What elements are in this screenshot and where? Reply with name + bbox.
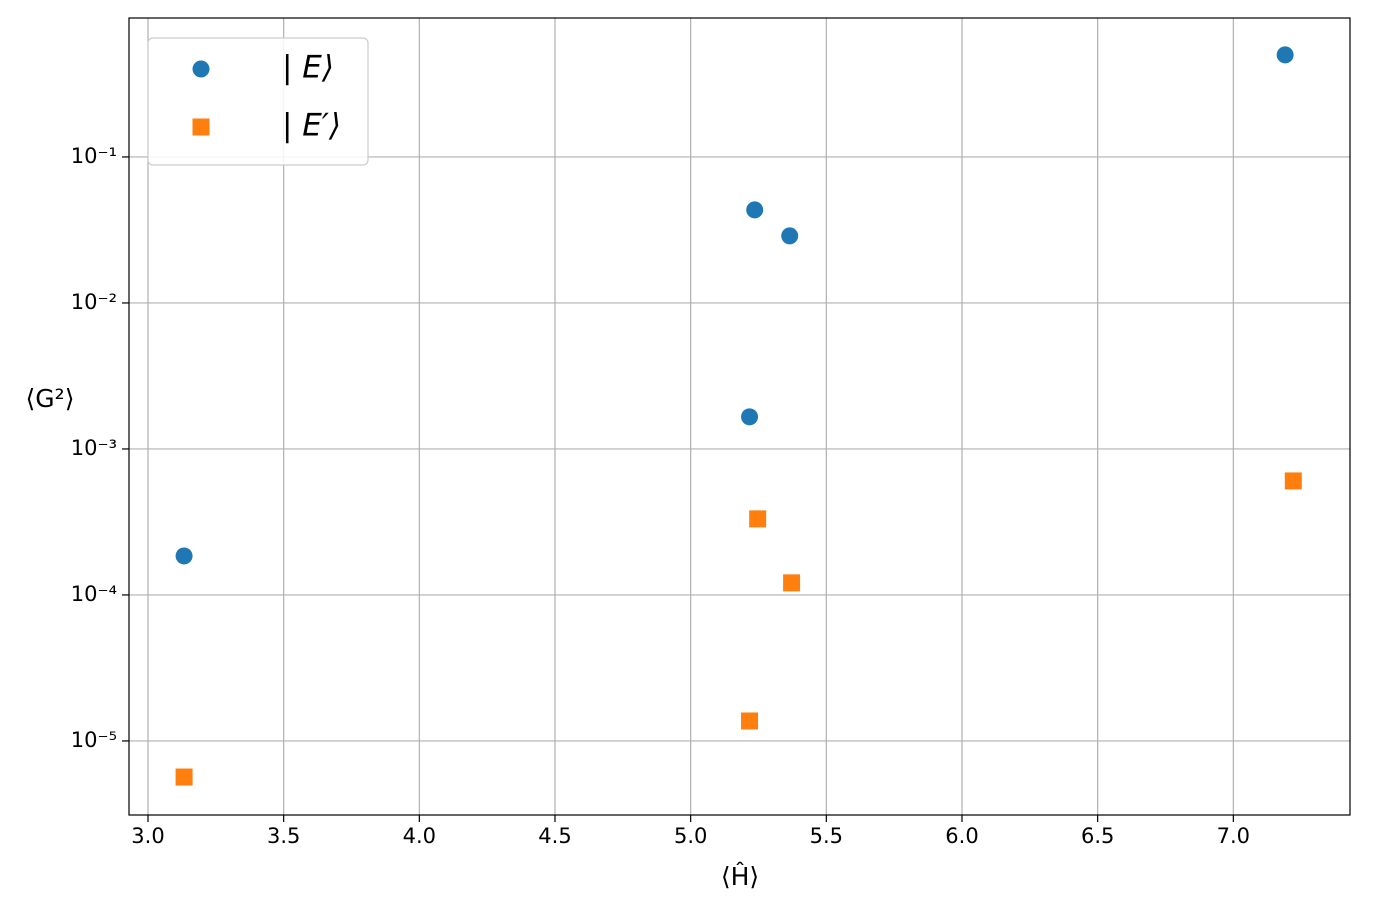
x-tick-label: 6.5 [1081,824,1114,848]
x-tick-label: 4.0 [403,824,436,848]
legend-marker [192,60,210,78]
point [781,227,799,245]
y-tick-label: 10⁻² [71,290,117,314]
x-tick-label: 4.5 [538,824,571,848]
x-tick-label: 7.0 [1217,824,1250,848]
y-axis-label: ⟨G²⟩ [26,384,75,413]
point [741,712,759,730]
point [746,201,764,219]
x-tick-label: 5.0 [674,824,707,848]
x-tick-label: 3.0 [131,824,164,848]
point [749,510,767,528]
y-tick-label: 10⁻¹ [71,144,117,168]
point [741,408,759,426]
point [1276,46,1294,64]
x-tick-label: 6.0 [945,824,978,848]
point [175,547,193,565]
y-tick-label: 10⁻³ [71,436,117,460]
legend: | E⟩ | E′⟩ [147,37,369,166]
y-tick-label: 10⁻⁴ [71,582,117,606]
x-tick-label: 3.5 [267,824,300,848]
point [783,574,801,592]
legend-label: | E′⟩ [282,108,341,144]
point [1284,472,1302,490]
marks [175,46,1302,786]
y-tick-label: 10⁻⁵ [71,728,117,752]
legend-box [147,37,369,166]
axes-frame [128,17,1351,816]
legend-label: | E⟩ [282,50,334,86]
legend-marker [192,118,210,136]
x-axis-label: ⟨Ĥ⟩ [721,862,759,891]
x-tick-label: 5.5 [810,824,843,848]
point [175,768,193,786]
